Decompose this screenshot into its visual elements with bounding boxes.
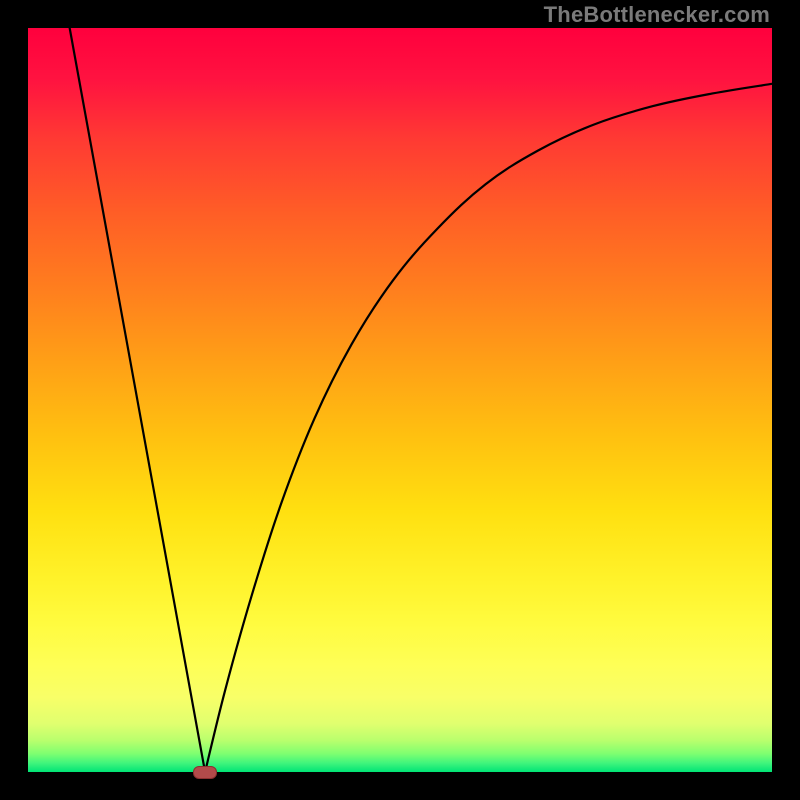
plot-area (28, 28, 772, 772)
optimal-point-marker (193, 766, 217, 779)
chart-stage: TheBottlenecker.com (0, 0, 800, 800)
bottleneck-curve (70, 28, 772, 772)
curve-svg (28, 28, 772, 772)
watermark-text: TheBottlenecker.com (544, 2, 770, 28)
